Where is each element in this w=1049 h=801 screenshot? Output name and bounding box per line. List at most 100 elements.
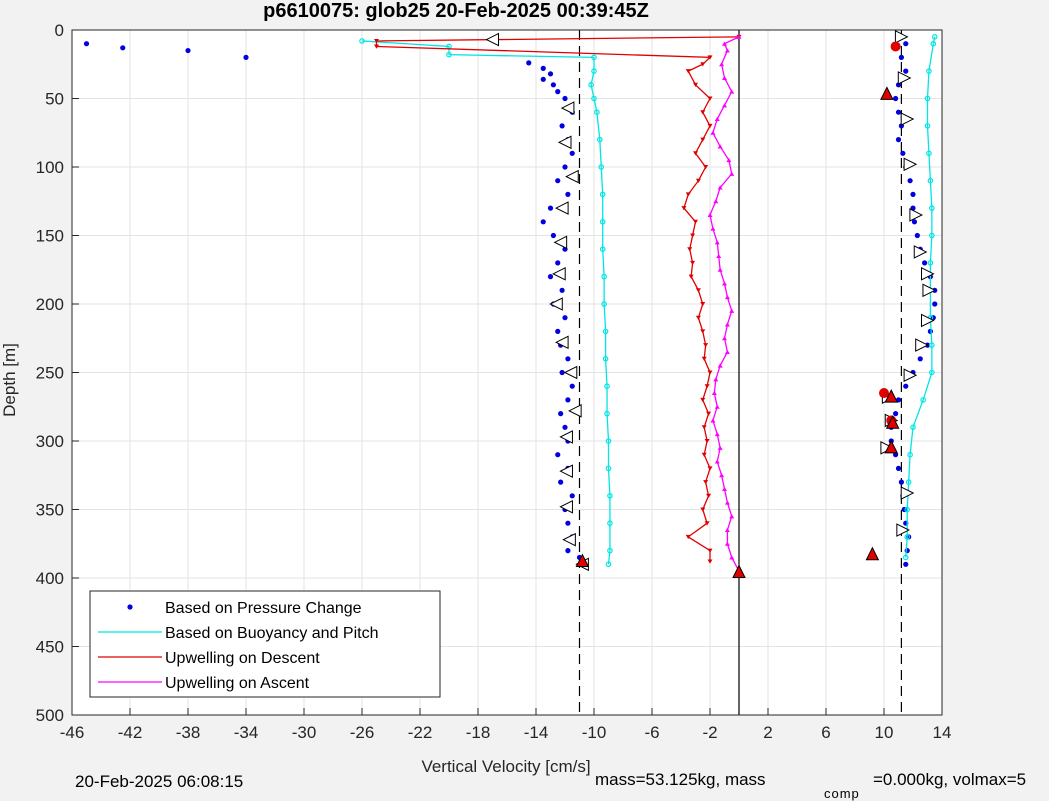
legend-label: Upwelling on Ascent <box>165 675 310 692</box>
upwelling-ascent-point <box>722 486 727 491</box>
pressure-point-ascent <box>895 109 902 115</box>
buoyancy-point-descent <box>605 438 612 444</box>
pressure-point-descent <box>562 95 568 102</box>
buoyancy-point-descent <box>604 410 610 417</box>
x-tick-label: 10 <box>875 723 894 742</box>
chart-title: p6610075: glob25 20-Feb-2025 00:39:45Z <box>263 0 649 22</box>
ascent-turn-marker <box>896 523 910 537</box>
pressure-point-descent <box>550 232 557 239</box>
red-triangle-marker <box>885 415 900 429</box>
upwelling-ascent-point <box>724 527 730 533</box>
pressure-point-descent <box>558 479 564 485</box>
upwelling-ascent-point <box>719 473 725 478</box>
ascent-turn-marker <box>921 313 935 328</box>
upwelling-ascent-point <box>729 89 735 94</box>
upwelling-ascent-point <box>714 431 720 437</box>
buoyancy-point-ascent <box>910 424 916 431</box>
buoyancy-point-descent <box>602 328 609 335</box>
upwelling-descent-point <box>701 356 707 362</box>
red-triangle-marker <box>884 439 899 454</box>
pressure-point-descent <box>185 47 191 54</box>
x-tick-label: -2 <box>702 723 717 742</box>
pressure-point-descent <box>562 164 568 170</box>
buoyancy-point-ascent <box>929 205 935 211</box>
grid <box>71 29 943 716</box>
upwelling-descent-point <box>707 548 713 553</box>
upwelling-ascent-point <box>707 212 713 217</box>
pressure-point-descent <box>243 54 249 61</box>
descent-turn-marker <box>554 335 569 350</box>
upwelling-ascent-point <box>719 62 725 67</box>
pressure-point-descent <box>547 274 554 280</box>
pressure-point-ascent <box>903 68 909 74</box>
pressure-point-ascent <box>907 178 913 184</box>
upwelling-descent-point <box>374 38 379 44</box>
pressure-point-descent <box>562 315 568 321</box>
pressure-point-ascent <box>903 383 909 389</box>
y-tick-label: 450 <box>36 638 64 657</box>
upwelling-descent-point <box>693 219 698 225</box>
upwelling-descent-point <box>700 137 706 142</box>
buoyancy-point-descent <box>607 520 613 527</box>
upwelling-ascent-point <box>724 500 730 505</box>
buoyancy-point-descent <box>602 355 609 362</box>
red-triangle-marker <box>575 553 590 568</box>
red-dot-marker <box>879 388 889 399</box>
upwelling-ascent-point <box>722 103 727 108</box>
pressure-point-ascent <box>898 54 905 61</box>
descent-turn-marker <box>554 201 569 215</box>
red-triangle-marker <box>732 564 746 579</box>
buoyancy-point-ascent <box>926 150 932 157</box>
upwelling-descent-point <box>703 165 709 170</box>
buoyancy-point-descent <box>601 273 607 280</box>
buoyancy-point-descent <box>601 301 607 307</box>
upwelling-ascent-point <box>714 240 720 245</box>
buoyancy-point-descent <box>599 191 606 198</box>
y-tick-label: 200 <box>36 295 64 314</box>
buoyancy-point-descent <box>607 492 613 499</box>
footer-timestamp: 20-Feb-2025 06:08:15 <box>75 772 244 791</box>
pressure-point-ascent <box>917 356 923 362</box>
upwelling-ascent-point <box>722 336 727 341</box>
upwelling-ascent-point <box>710 418 716 423</box>
pressure-point-descent <box>555 89 561 95</box>
pressure-point-descent <box>562 424 568 430</box>
upwelling-descent-point <box>707 55 713 60</box>
descent-turn-marker <box>559 499 573 514</box>
pressure-point-descent <box>540 76 546 82</box>
descent-turn-marker <box>559 430 573 444</box>
upwelling-ascent-point <box>729 555 735 560</box>
pressure-point-ascent <box>900 150 906 156</box>
pressure-point-descent <box>569 150 575 156</box>
buoyancy-point-ascent <box>927 260 934 266</box>
y-tick-label: 250 <box>36 364 64 383</box>
descent-turn-marker <box>563 365 578 380</box>
pressure-point-descent <box>569 493 575 499</box>
marker-layer <box>485 30 937 579</box>
upwelling-ascent-point <box>729 308 735 313</box>
descent-turn-marker <box>485 32 499 47</box>
upwelling-ascent-point <box>726 157 732 163</box>
ascent-turn-marker <box>900 486 915 500</box>
buoyancy-point-descent <box>591 95 597 102</box>
y-axis-ticks: 0 50 100 150 200 250 300 350 400 450 500 <box>36 21 79 725</box>
buoyancy-point-descent <box>599 219 606 225</box>
upwelling-descent-point <box>688 274 694 279</box>
upwelling-descent-point <box>700 507 706 512</box>
buoyancy-point-ascent <box>931 34 938 40</box>
upwelling-ascent-point <box>729 171 735 176</box>
y-tick-label: 350 <box>36 501 64 520</box>
pressure-point-descent <box>565 520 571 526</box>
buoyancy-point-ascent <box>920 397 926 403</box>
pressure-point-descent <box>540 65 546 71</box>
pressure-point-ascent <box>893 95 899 102</box>
legend-label: Upwelling on Descent <box>165 650 320 667</box>
upwelling-ascent-point <box>717 363 723 368</box>
x-tick-label: -38 <box>176 723 201 742</box>
upwelling-descent-point <box>703 343 709 348</box>
buoyancy-point-descent <box>588 82 594 88</box>
x-tick-label: -6 <box>644 723 659 742</box>
x-tick-label: -14 <box>524 723 549 742</box>
legend-label: Based on Buoyancy and Pitch <box>165 625 378 642</box>
ascent-turn-marker <box>913 245 928 259</box>
